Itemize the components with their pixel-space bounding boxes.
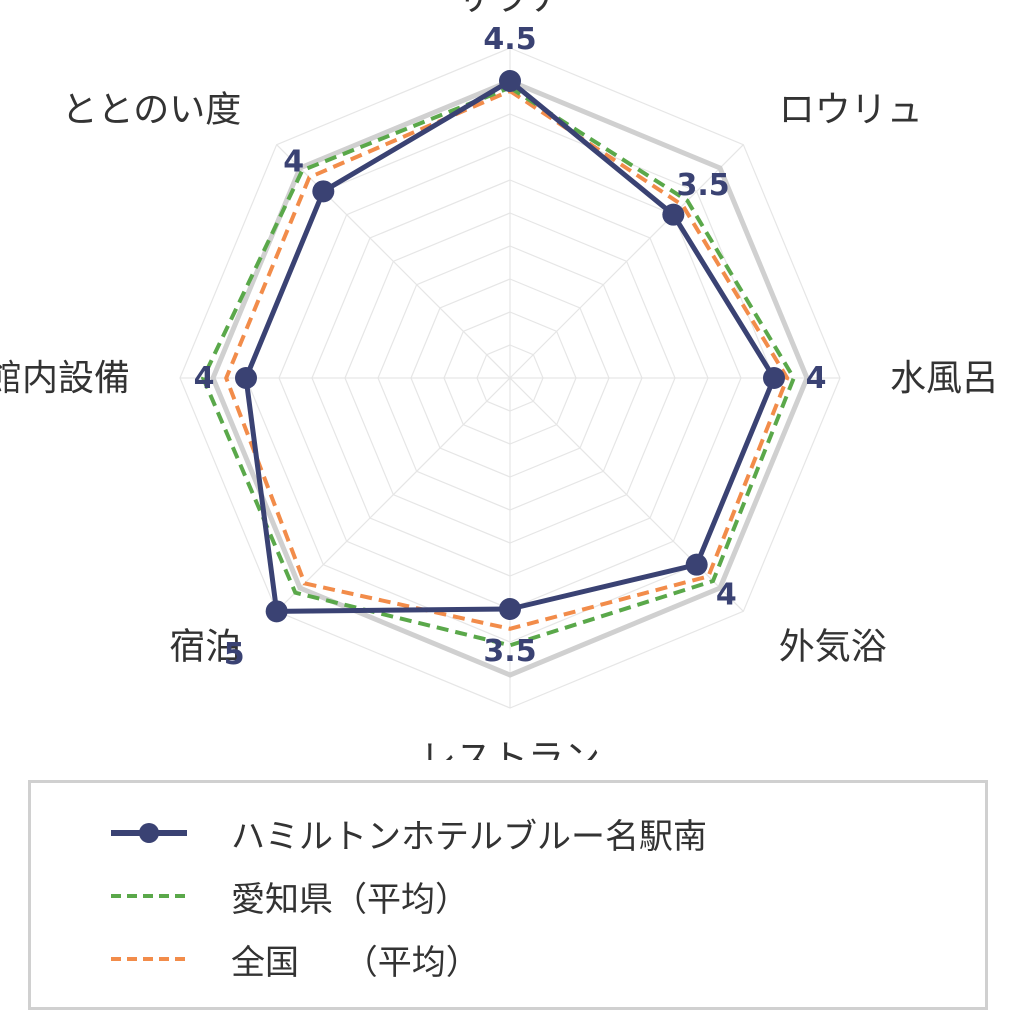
grid-spoke: [276, 377, 511, 612]
series-point: [499, 598, 521, 620]
axis-label: ロウリュ: [779, 89, 923, 130]
series-line: [224, 88, 790, 631]
legend-swatch-aichi: [111, 894, 187, 898]
series-point: [685, 553, 708, 576]
legend-label-hotel: ハミルトンホテルブルー名駅南: [231, 817, 707, 857]
axis-label: 館内設備: [0, 358, 130, 399]
series-point: [662, 203, 685, 226]
axis-label: レストラン: [420, 738, 600, 760]
data-label: 5: [224, 637, 245, 672]
legend-label-national: 全国 （平均）: [231, 943, 480, 983]
data-label: 3.5: [676, 168, 729, 203]
radar-labels: サウナロウリュ水風呂外気浴レストラン 宿泊 館内設備 ととのい度 4.5 3.5 4 4 3.5…: [0, 0, 998, 760]
series-point: [499, 70, 521, 92]
legend-item-aichi: 愛知県（平均）: [31, 866, 985, 926]
data-label: 4: [806, 361, 827, 396]
data-label: 4: [283, 145, 304, 180]
series-point: [763, 367, 785, 389]
axis-label: 外気浴: [779, 627, 887, 668]
axis-label: サウナ: [456, 0, 564, 19]
radar-chart: サウナロウリュ水風呂外気浴レストラン 宿泊 館内設備 ととのい度 4.5 3.5 4 4 3.5…: [0, 0, 998, 760]
legend-label-aichi: 愛知県（平均）: [231, 880, 469, 920]
grid-spoke: [509, 377, 744, 612]
series-point: [312, 180, 335, 203]
data-label: 4.5: [483, 22, 536, 57]
reference-ring: [210, 78, 810, 678]
legend-swatch-hotel: [111, 823, 187, 843]
legend-item-national: 全国 （平均）: [31, 929, 985, 989]
grid-spoke: [509, 144, 744, 379]
radar-series: [200, 70, 797, 648]
axis-label: 宿泊: [169, 627, 241, 668]
legend: ハミルトンホテルブルー名駅南 愛知県（平均） 全国 （平均）: [28, 780, 988, 1010]
axis-label: 水風呂: [890, 358, 998, 399]
axis-label: ととのい度: [62, 89, 242, 130]
legend-swatch-national: [111, 957, 187, 961]
data-label: 3.5: [483, 634, 536, 669]
series-point: [235, 367, 257, 389]
data-label: 4: [716, 577, 737, 612]
legend-item-hotel: ハミルトンホテルブルー名駅南: [31, 803, 985, 863]
data-label: 4: [194, 361, 215, 396]
grid-spoke: [276, 144, 511, 379]
series-point: [265, 600, 288, 623]
